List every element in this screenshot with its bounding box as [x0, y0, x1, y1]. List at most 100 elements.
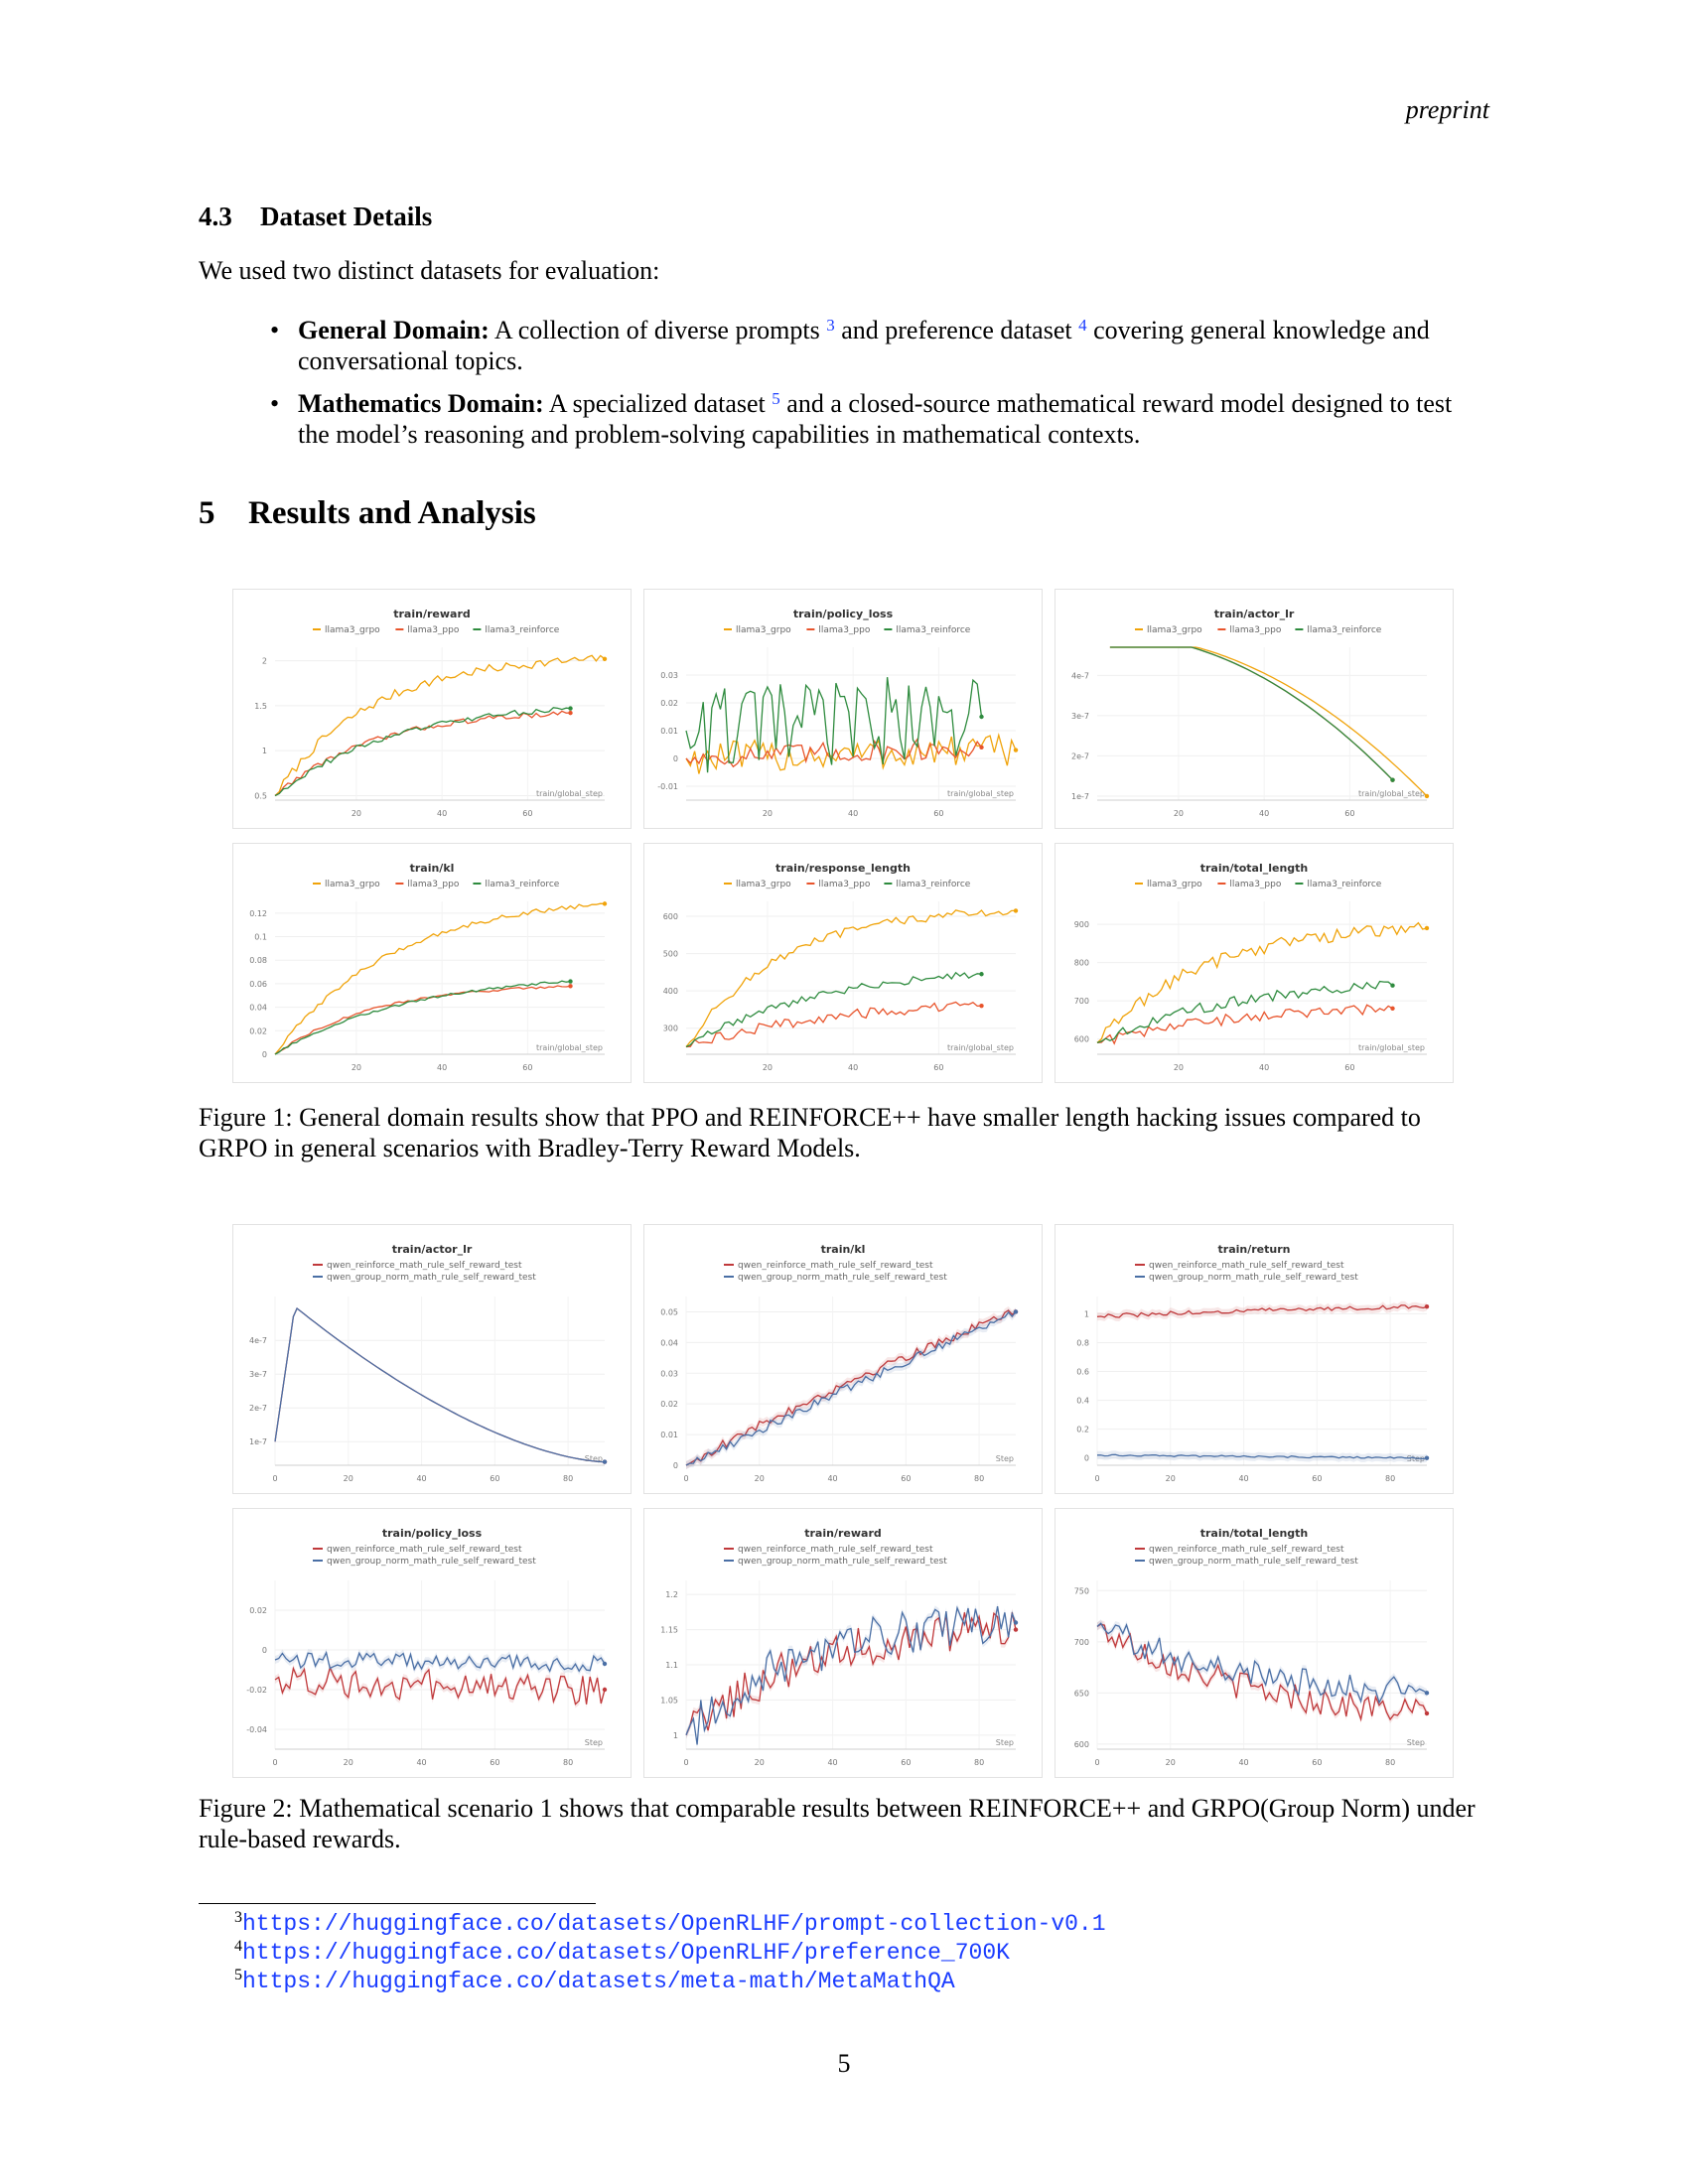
subsection-title: Dataset Details — [260, 202, 433, 231]
y-tick-label: 0.03 — [660, 1369, 678, 1378]
y-tick-label: 700 — [1074, 1638, 1089, 1647]
bullet-icon: • — [270, 389, 280, 418]
bullet-text: and a closed-source mathematical reward … — [298, 389, 1453, 449]
series-line — [685, 1309, 1017, 1466]
x-tick-label: 20 — [755, 1474, 765, 1483]
y-tick-label: 0.1 — [254, 933, 267, 942]
x-tick-label: 60 — [490, 1474, 499, 1483]
bullet-term: Mathematics Domain: — [298, 389, 544, 418]
series-line — [274, 1306, 606, 1463]
y-tick-label: 0.08 — [249, 956, 267, 965]
y-tick-label: 1.15 — [660, 1626, 678, 1635]
svg-text:llama3_ppo: llama3_ppo — [818, 625, 870, 635]
svg-text:llama3_ppo: llama3_ppo — [1229, 625, 1281, 635]
svg-text:qwen_reinforce_math_rule_self_: qwen_reinforce_math_rule_self_reward_tes… — [738, 1545, 933, 1555]
svg-text:llama3_reinforce: llama3_reinforce — [896, 880, 970, 889]
series-end-point — [1013, 1627, 1019, 1632]
y-tick-label: 1.5 — [254, 702, 267, 711]
figure-2: train/actor_lr qwen_reinforce_math_rule_s… — [232, 1224, 1464, 1780]
legend-entry: qwen_group_norm_math_rule_self_reward_te… — [1135, 1273, 1358, 1283]
svg-text:llama3_reinforce: llama3_reinforce — [1307, 625, 1381, 635]
x-tick-label: 80 — [1385, 1474, 1395, 1483]
legend-entry: llama3_ppo — [806, 880, 871, 889]
series-line — [1096, 1304, 1428, 1318]
x-axis-label: Step — [585, 1454, 603, 1463]
footnote-link[interactable]: 3 — [826, 316, 835, 335]
subsection-heading: 4.3 Dataset Details — [199, 202, 432, 232]
series-end-point — [1424, 925, 1430, 931]
intro-paragraph: We used two distinct datasets for evalua… — [199, 256, 660, 285]
series-end-point — [979, 972, 984, 977]
x-tick-label: 20 — [1166, 1758, 1176, 1767]
y-tick-label: 650 — [1074, 1689, 1089, 1698]
bullet-icon: • — [270, 316, 280, 344]
series-line — [685, 971, 982, 1048]
chart-panel-actor-lr: train/actor_lr qwen_reinforce_math_rule_s… — [232, 1224, 632, 1494]
legend-entry: llama3_grpo — [1135, 625, 1202, 635]
chart-title: train/kl — [821, 1243, 866, 1256]
series-end-point — [1013, 748, 1019, 752]
footnote-url[interactable]: https://huggingface.co/datasets/OpenRLHF… — [242, 1940, 1010, 1966]
y-tick-label: 0.04 — [249, 1004, 267, 1013]
y-tick-label: 700 — [1074, 997, 1089, 1006]
x-tick-label: 60 — [933, 1063, 943, 1072]
series-line — [1096, 1622, 1428, 1705]
series-line — [274, 710, 571, 797]
x-tick-label: 60 — [1312, 1758, 1322, 1767]
x-tick-label: 20 — [1166, 1474, 1176, 1483]
x-tick-label: 60 — [901, 1474, 911, 1483]
footnote-url[interactable]: https://huggingface.co/datasets/meta-mat… — [242, 1969, 955, 1994]
legend-entry: llama3_reinforce — [473, 625, 560, 635]
footnote-link[interactable]: 4 — [1078, 316, 1087, 335]
legend-entry: llama3_grpo — [724, 625, 791, 635]
x-tick-label: 40 — [437, 1063, 447, 1072]
series-line — [1096, 921, 1428, 1043]
footnote-url[interactable]: https://huggingface.co/datasets/OpenRLHF… — [242, 1911, 1106, 1937]
svg-text:llama3_reinforce: llama3_reinforce — [1307, 880, 1381, 889]
legend-entry: qwen_reinforce_math_rule_self_reward_tes… — [313, 1261, 522, 1271]
legend-entry: qwen_reinforce_math_rule_self_reward_tes… — [724, 1545, 933, 1555]
y-tick-label: 0.02 — [660, 1400, 678, 1409]
y-tick-label: 900 — [1074, 920, 1089, 929]
x-tick-label: 80 — [1385, 1758, 1395, 1767]
y-tick-label: 600 — [1074, 1740, 1089, 1749]
legend-entry: qwen_group_norm_math_rule_self_reward_te… — [313, 1557, 536, 1567]
chart-panel-response-length: train/response_length llama3_grpo llama3_p… — [643, 843, 1043, 1083]
x-tick-label: 80 — [563, 1474, 573, 1483]
y-tick-label: 1.05 — [660, 1696, 678, 1705]
bullet-text: and preference dataset — [834, 316, 1079, 344]
legend-entry: llama3_grpo — [313, 625, 380, 635]
x-axis-label: train/global_step — [1358, 789, 1425, 798]
footnote: 5https://huggingface.co/datasets/meta-ma… — [234, 1968, 1106, 1996]
series-end-point — [1424, 1710, 1430, 1716]
chart-title: train/total_length — [1200, 862, 1309, 875]
x-tick-label: 20 — [1174, 809, 1184, 818]
svg-text:llama3_ppo: llama3_ppo — [407, 625, 459, 635]
legend-entry: llama3_grpo — [1135, 880, 1202, 889]
series-line — [274, 707, 571, 797]
y-tick-label: 2 — [262, 657, 267, 666]
footnote-link[interactable]: 5 — [772, 389, 780, 408]
legend-entry: qwen_group_norm_math_rule_self_reward_te… — [724, 1557, 947, 1567]
x-axis-label: train/global_step — [1358, 1043, 1425, 1052]
svg-text:llama3_grpo: llama3_grpo — [325, 880, 380, 889]
series-end-point — [1013, 1309, 1019, 1314]
legend-entry: qwen_reinforce_math_rule_self_reward_tes… — [724, 1261, 933, 1271]
y-tick-label: -0.02 — [246, 1686, 267, 1695]
bullet-text: covering general knowledge and conversat… — [298, 316, 1430, 375]
x-axis-label: train/global_step — [947, 789, 1014, 798]
y-tick-label: 1 — [262, 747, 267, 755]
figure-2-caption: Figure 2: Mathematical scenario 1 shows … — [199, 1794, 1476, 1853]
chart-panel-reward: train/reward qwen_reinforce_math_rule_sel… — [643, 1508, 1043, 1778]
chart-panel-total-length: train/total_length llama3_grpo llama3_ppo l… — [1055, 843, 1454, 1083]
svg-text:qwen_group_norm_math_rule_self: qwen_group_norm_math_rule_self_reward_te… — [738, 1557, 947, 1567]
y-tick-label: 0.01 — [660, 1431, 678, 1439]
y-tick-label: 3e-7 — [249, 1370, 267, 1379]
series-end-point — [979, 745, 984, 750]
chart-title: train/return — [1218, 1243, 1291, 1256]
footnote-mark: 5 — [234, 1967, 242, 1983]
svg-text:qwen_reinforce_math_rule_self_: qwen_reinforce_math_rule_self_reward_tes… — [1149, 1545, 1344, 1555]
series-end-point — [602, 1687, 608, 1693]
chart-title: train/total_length — [1200, 1527, 1309, 1540]
y-tick-label: 750 — [1074, 1586, 1089, 1595]
